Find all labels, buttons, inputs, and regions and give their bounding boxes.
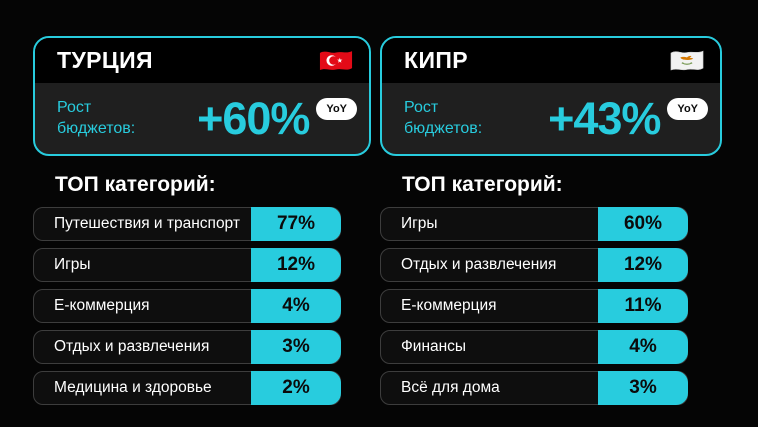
- panel-header-cyprus: КИПР: [382, 38, 720, 83]
- growth-value: +43%: [548, 93, 661, 144]
- category-value-badge: 2%: [251, 371, 341, 405]
- category-label: Е-коммерция: [54, 297, 150, 314]
- cyprus-column: КИПР Рост бюджетов: +43% YoY ТОП категор…: [380, 36, 722, 412]
- category-row: Отдых и развлечения 3%: [33, 330, 341, 364]
- category-label: Медицина и здоровье: [54, 379, 212, 396]
- category-row: Путешествия и транспорт 77%: [33, 207, 341, 241]
- category-value-badge: 11%: [598, 289, 688, 323]
- top-categories-title: ТОП категорий:: [55, 173, 216, 196]
- category-value-badge: 77%: [251, 207, 341, 241]
- category-row: Медицина и здоровье 2%: [33, 371, 341, 405]
- category-value-badge: 4%: [598, 330, 688, 364]
- category-value-badge: 12%: [598, 248, 688, 282]
- turkey-flag-icon: [319, 50, 353, 70]
- yoy-badge: YoY: [667, 98, 708, 120]
- country-name: ТУРЦИЯ: [57, 47, 153, 73]
- category-label: Игры: [401, 215, 438, 232]
- category-label: Путешествия и транспорт: [54, 215, 240, 232]
- category-label: Всё для дома: [401, 379, 500, 396]
- category-row: Отдых и развлечения 12%: [380, 248, 688, 282]
- panel-header-turkey: ТУРЦИЯ: [35, 38, 369, 83]
- country-panel-cyprus: КИПР Рост бюджетов: +43% YoY: [380, 36, 722, 156]
- category-value-badge: 3%: [251, 330, 341, 364]
- category-label: Игры: [54, 256, 91, 273]
- category-label: Финансы: [401, 338, 467, 355]
- category-value-badge: 3%: [598, 371, 688, 405]
- category-row: Е-коммерция 11%: [380, 289, 688, 323]
- growth-label: Рост бюджетов:: [57, 99, 136, 137]
- category-row: Игры 60%: [380, 207, 688, 241]
- category-row: Е-коммерция 4%: [33, 289, 341, 323]
- panel-body-cyprus: Рост бюджетов: +43% YoY: [382, 83, 720, 154]
- country-panel-turkey: ТУРЦИЯ Рост бюджетов: +60% YoY: [33, 36, 371, 156]
- growth-label: Рост бюджетов:: [404, 99, 483, 137]
- category-row: Всё для дома 3%: [380, 371, 688, 405]
- category-value-badge: 12%: [251, 248, 341, 282]
- top-categories-title: ТОП категорий:: [402, 173, 563, 196]
- growth-value: +60%: [197, 93, 310, 144]
- category-value-badge: 4%: [251, 289, 341, 323]
- yoy-badge: YoY: [316, 98, 357, 120]
- category-value-badge: 60%: [598, 207, 688, 241]
- cyprus-flag-icon: [670, 50, 704, 70]
- category-label: Отдых и развлечения: [54, 338, 210, 355]
- category-label: Е-коммерция: [401, 297, 497, 314]
- category-label: Отдых и развлечения: [401, 256, 557, 273]
- country-name: КИПР: [404, 47, 469, 73]
- category-row: Игры 12%: [33, 248, 341, 282]
- category-list-cyprus: Игры 60% Отдых и развлечения 12% Е-комме…: [380, 207, 688, 405]
- category-list-turkey: Путешествия и транспорт 77% Игры 12% Е-к…: [33, 207, 341, 405]
- turkey-column: ТУРЦИЯ Рост бюджетов: +60% YoY ТОП катег…: [33, 36, 371, 412]
- panel-body-turkey: Рост бюджетов: +60% YoY: [35, 83, 369, 154]
- category-row: Финансы 4%: [380, 330, 688, 364]
